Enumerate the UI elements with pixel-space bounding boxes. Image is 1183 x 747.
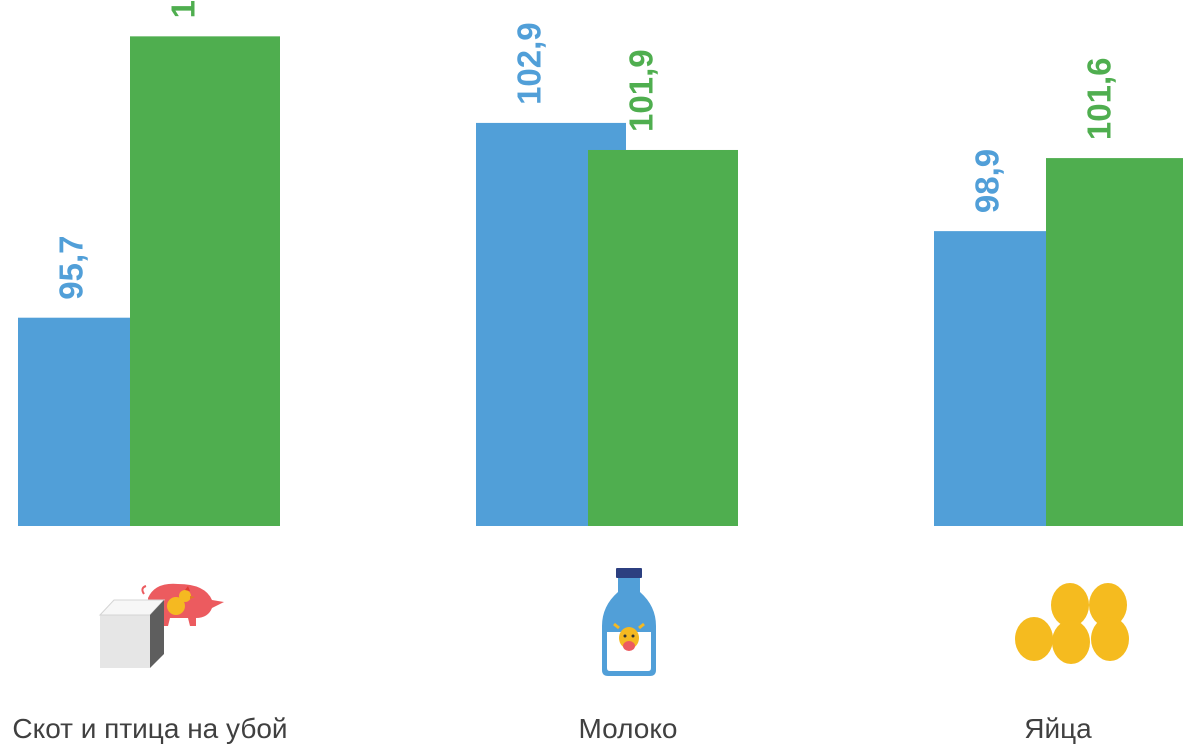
category-label-3: Яйца xyxy=(1024,713,1092,744)
value-label-2-3: 101,6 xyxy=(1081,57,1118,140)
value-label-1-3: 98,9 xyxy=(969,149,1006,213)
bars-layer xyxy=(18,36,1183,527)
bar-2-1 xyxy=(130,36,280,526)
value-label-1-2: 102,9 xyxy=(511,22,548,105)
eggs-icon xyxy=(1015,583,1129,664)
bar-2-3 xyxy=(1046,158,1183,526)
bar-2-2 xyxy=(588,149,738,526)
value-label-2-1: 106,1 xyxy=(165,0,202,18)
value-labels-layer: 95,7 106,1 102,9 101,9 98,9 101,6 xyxy=(53,0,1118,300)
category-label-2: Молоко xyxy=(579,713,678,744)
livestock-poultry-icon xyxy=(98,583,224,668)
category-label-1: Скот и птица на убой xyxy=(12,713,287,744)
value-label-2-2: 101,9 xyxy=(623,49,660,132)
milk-bottle-icon xyxy=(602,568,656,676)
value-label-1-1: 95,7 xyxy=(53,235,90,299)
category-labels-layer: Скот и птица на убой Молоко Яйца xyxy=(12,713,1092,744)
